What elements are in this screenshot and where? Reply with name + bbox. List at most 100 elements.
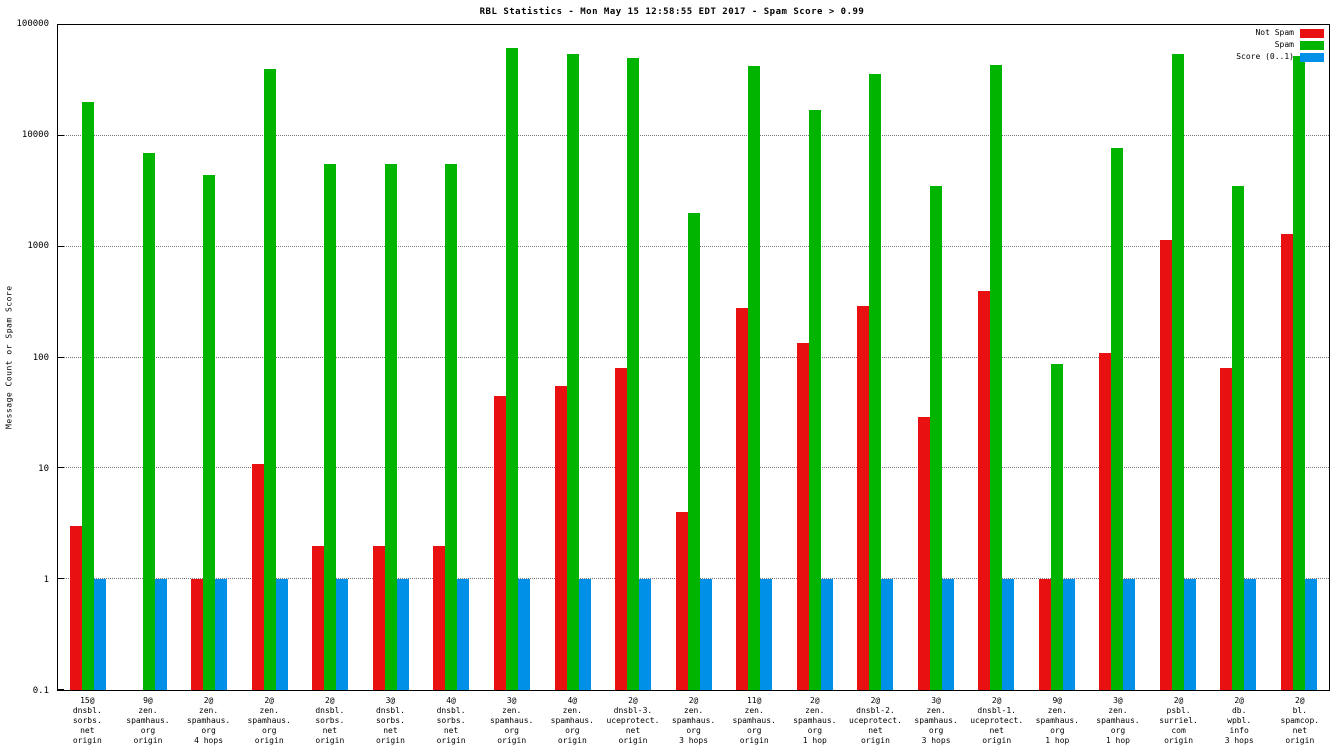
bar-not-spam xyxy=(312,545,325,690)
bar-group xyxy=(1269,25,1330,690)
x-tick-label: 9@ zen. spamhaus. org 1 hop xyxy=(1035,696,1079,745)
legend-swatch-not-spam xyxy=(1300,28,1324,38)
bar-spam xyxy=(627,58,640,690)
bar-not-spam xyxy=(615,368,628,690)
bar-score-0-1- xyxy=(396,579,409,690)
bar-not-spam xyxy=(917,417,930,690)
x-tick-label: 2@ dnsbl-1. uceprotect. net origin xyxy=(970,696,1024,745)
x-tick-label: 2@ zen. spamhaus. org 3 hops xyxy=(671,696,716,745)
y-tick-label: 1000 xyxy=(27,241,49,252)
bar-group xyxy=(966,25,1027,690)
bar-score-0-1- xyxy=(1183,579,1196,690)
legend-entry-not-spam: Not Spam xyxy=(1236,28,1324,38)
bar-group xyxy=(784,25,845,690)
legend-entry-spam: Spam xyxy=(1236,40,1324,50)
bar-score-0-1- xyxy=(578,579,591,690)
x-tick-label: 2@ zen. spamhaus. org origin xyxy=(247,696,291,745)
y-tick-mark xyxy=(58,134,64,136)
bar-spam xyxy=(1111,147,1124,690)
bar-group xyxy=(300,25,361,690)
bar-spam xyxy=(687,213,700,690)
bar-score-0-1- xyxy=(94,579,107,690)
bar-group xyxy=(361,25,422,690)
bar-score-0-1- xyxy=(1062,579,1075,690)
bar-spam xyxy=(808,110,821,690)
bar-spam xyxy=(566,53,579,690)
y-tick-mark xyxy=(58,467,64,469)
bar-not-spam xyxy=(796,343,809,690)
bar-not-spam xyxy=(978,290,991,690)
bar-score-0-1- xyxy=(941,579,954,690)
bar-not-spam xyxy=(433,545,446,690)
x-tick-label: 2@ db. wpbl. info 3 hops xyxy=(1224,696,1254,745)
bar-group xyxy=(1027,25,1088,690)
y-tick-mark xyxy=(58,24,64,25)
bar-score-0-1- xyxy=(1002,579,1015,690)
bar-spam xyxy=(445,163,458,690)
bar-group xyxy=(58,25,119,690)
x-tick-label: 4@ zen. spamhaus. org origin xyxy=(550,696,594,745)
gridline xyxy=(58,134,1329,136)
bar-group xyxy=(421,25,482,690)
legend-swatch-spam xyxy=(1300,40,1324,50)
bar-group xyxy=(845,25,906,690)
x-tick-label: 2@ dnsbl-2. uceprotect. net origin xyxy=(848,696,902,745)
x-axis-tick-labels: 15@ dnsbl. sorbs. net origin 9@ zen. spam… xyxy=(57,696,1330,746)
bar-group xyxy=(179,25,240,690)
bar-spam xyxy=(263,69,276,690)
legend-label: Not Spam xyxy=(1255,28,1294,37)
bar-not-spam xyxy=(736,307,749,690)
y-tick-mark xyxy=(58,356,64,358)
bar-not-spam xyxy=(191,579,204,690)
bar-spam xyxy=(505,48,518,690)
bar-not-spam xyxy=(1159,239,1172,690)
bar-group xyxy=(482,25,543,690)
bar-not-spam xyxy=(493,395,506,690)
bar-not-spam xyxy=(554,386,567,690)
bar-group xyxy=(1087,25,1148,690)
x-tick-label: 2@ bl. spamcop. net origin xyxy=(1280,696,1320,745)
x-tick-label: 15@ dnsbl. sorbs. net origin xyxy=(72,696,102,745)
bar-not-spam xyxy=(251,463,264,690)
bar-score-0-1- xyxy=(154,579,167,690)
bar-not-spam xyxy=(1038,579,1051,690)
bar-score-0-1- xyxy=(820,579,833,690)
bar-spam xyxy=(748,65,761,690)
y-tick-mark xyxy=(58,689,64,690)
bar-group xyxy=(905,25,966,690)
x-tick-label: 2@ dnsbl. sorbs. net origin xyxy=(315,696,345,745)
bar-not-spam xyxy=(70,526,83,690)
x-tick-label: 2@ psbl. surriel. com origin xyxy=(1159,696,1198,745)
legend-swatch-score xyxy=(1300,52,1324,62)
bar-score-0-1- xyxy=(457,579,470,690)
bar-not-spam xyxy=(1220,368,1233,690)
bar-score-0-1- xyxy=(881,579,894,690)
bar-score-0-1- xyxy=(275,579,288,690)
bar-not-spam xyxy=(1280,234,1293,690)
x-tick-label: 2@ zen. spamhaus. org 1 hop xyxy=(793,696,837,745)
bar-not-spam xyxy=(372,545,385,690)
x-tick-label: 2@ zen. spamhaus. org 4 hops xyxy=(186,696,231,745)
x-tick-label: 4@ dnsbl. sorbs. net origin xyxy=(436,696,466,745)
y-tick-label: 100 xyxy=(32,352,49,363)
bar-score-0-1- xyxy=(215,579,228,690)
bar-score-0-1- xyxy=(699,579,712,690)
y-tick-label: 10 xyxy=(38,463,49,474)
x-tick-label: 11@ zen. spamhaus. org origin xyxy=(732,696,776,745)
x-tick-label: 3@ zen. spamhaus. org 3 hops xyxy=(914,696,958,745)
x-tick-label: 3@ zen. spamhaus. org origin xyxy=(490,696,534,745)
bar-group xyxy=(1208,25,1269,690)
bar-score-0-1- xyxy=(1123,579,1136,690)
bar-group xyxy=(240,25,301,690)
bar-group xyxy=(542,25,603,690)
y-tick-label: 1 xyxy=(43,574,49,585)
bar-score-0-1- xyxy=(1304,579,1317,690)
bar-spam xyxy=(142,153,155,690)
y-tick-mark xyxy=(58,578,64,580)
bar-score-0-1- xyxy=(639,579,652,690)
bar-spam xyxy=(929,186,942,690)
bar-spam xyxy=(990,64,1003,690)
bar-group xyxy=(119,25,180,690)
bar-score-0-1- xyxy=(517,579,530,690)
